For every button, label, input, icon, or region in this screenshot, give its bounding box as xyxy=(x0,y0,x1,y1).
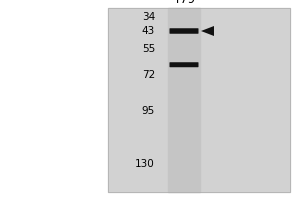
FancyBboxPatch shape xyxy=(169,62,199,67)
Text: 55: 55 xyxy=(142,44,155,54)
Text: 130: 130 xyxy=(135,159,155,169)
Bar xyxy=(108,8,290,192)
Bar xyxy=(168,8,200,192)
Text: 95: 95 xyxy=(142,106,155,116)
Text: 72: 72 xyxy=(142,70,155,80)
Text: 34: 34 xyxy=(142,12,155,22)
Text: Y79: Y79 xyxy=(173,0,195,6)
FancyBboxPatch shape xyxy=(169,28,199,34)
Text: 43: 43 xyxy=(142,26,155,36)
Bar xyxy=(108,8,290,192)
Polygon shape xyxy=(201,26,214,36)
